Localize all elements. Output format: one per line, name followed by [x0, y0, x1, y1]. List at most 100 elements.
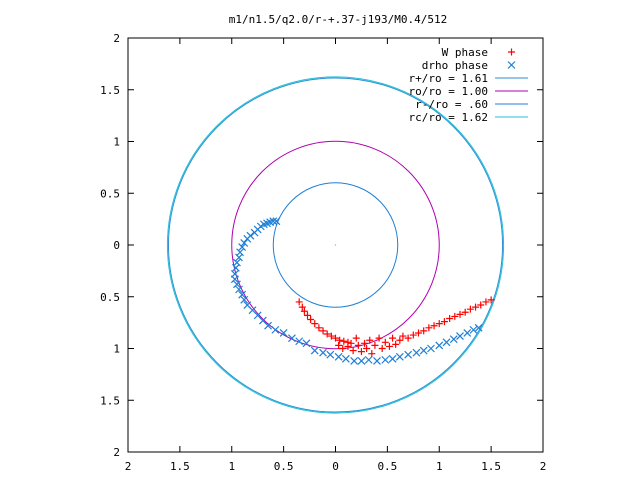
w-phase-point — [392, 340, 400, 348]
radius-circle — [166, 76, 505, 414]
data-series — [230, 217, 495, 365]
y-tick-label: 0.5 — [100, 187, 120, 200]
w-phase-point — [409, 331, 417, 339]
drho-phase-point — [271, 325, 280, 334]
x-tick-label: 1 — [228, 460, 235, 473]
w-phase-point — [461, 308, 469, 316]
w-phase-point — [404, 334, 412, 342]
w-phase-point — [357, 348, 365, 356]
w-phase-point — [307, 316, 315, 324]
x-axis: 2 1.5 1 0.5 0 0.5 1 1.5 2 — [125, 38, 546, 473]
y-tick-label: 0.5 — [100, 291, 120, 304]
w-phase-point — [361, 339, 369, 347]
drho-phase-point — [326, 350, 335, 359]
w-phase-point — [354, 341, 362, 349]
w-phase-point — [349, 347, 357, 355]
w-phase-point — [482, 298, 490, 306]
drho-phase-point — [412, 348, 421, 357]
legend-label: rc/ro = 1.62 — [409, 111, 488, 124]
drho-phase-point — [240, 295, 249, 304]
radius-circle — [231, 140, 440, 350]
y-axis: 2 1.5 1 0.5 0 0.5 1 1.5 2 — [100, 32, 543, 459]
w-phase-point — [371, 341, 379, 349]
drho-phase-point — [427, 344, 435, 353]
legend-label: drho phase — [422, 59, 488, 72]
legend-label: r-/ro = .60 — [415, 98, 488, 111]
x-tick-label: 1.5 — [481, 460, 501, 473]
y-tick-label: 0 — [113, 239, 120, 252]
w-phase-point — [344, 342, 352, 350]
w-phase-point — [477, 301, 485, 309]
x-tick-label: 0.5 — [377, 460, 397, 473]
w-phase-point — [335, 341, 343, 349]
w-phase-point — [363, 345, 371, 352]
drho-phase-point — [231, 263, 240, 272]
drho-phase-point — [474, 323, 483, 332]
drho-phase-point — [456, 332, 464, 341]
w-phase-point — [336, 336, 344, 344]
w-phase-point — [375, 334, 383, 342]
y-tick-label: 2 — [113, 32, 120, 45]
w-phase-point — [339, 345, 347, 352]
drho-phase-point — [364, 355, 373, 364]
drho-phase-point — [357, 356, 366, 365]
drho-phase-point — [334, 352, 343, 361]
legend-label: r+/ro = 1.61 — [409, 72, 488, 85]
drho-phase-point — [250, 228, 259, 237]
drho-phase-point — [350, 356, 359, 365]
w-phase-point — [389, 334, 397, 342]
w-phase-point — [366, 336, 374, 344]
y-tick-label: 2 — [113, 446, 120, 459]
drho-phase-point — [230, 275, 239, 284]
radius-circle — [272, 182, 399, 308]
drho-phase-point — [272, 217, 281, 226]
drho-phase-point — [469, 325, 478, 334]
y-tick-label: 1.5 — [100, 394, 120, 407]
drho-phase-point — [238, 290, 247, 299]
legend-marker — [507, 61, 516, 69]
drho-phase-point — [233, 280, 241, 289]
w-phase-point — [430, 322, 438, 330]
drho-phase-point — [319, 348, 327, 357]
y-tick-label: 1.5 — [100, 84, 120, 97]
w-phase-point — [327, 332, 335, 340]
w-phase-point — [352, 334, 360, 342]
w-phase-point — [440, 318, 448, 326]
w-phase-point — [381, 338, 389, 346]
w-phase-point — [487, 296, 495, 304]
drho-phase-point — [288, 334, 296, 343]
w-phase-point — [399, 332, 407, 340]
drho-phase-point — [264, 321, 272, 330]
drho-phase-point — [395, 352, 404, 361]
x-tick-label: 0 — [332, 460, 339, 473]
drho-phase-point — [238, 243, 247, 251]
w-phase-point — [319, 327, 327, 335]
w-phase-point — [332, 334, 339, 342]
drho-phase-point — [235, 285, 243, 294]
w-phase-point — [420, 327, 428, 335]
drho-phase-point — [419, 346, 428, 355]
legend-label: W phase — [442, 46, 488, 59]
w-phase-point — [300, 307, 308, 315]
drho-phase-point — [235, 253, 243, 262]
w-phase-point — [323, 330, 331, 338]
w-phase-point — [435, 320, 443, 328]
drho-phase-point — [240, 239, 249, 247]
legend-marker — [508, 48, 515, 56]
drho-phase-point — [243, 234, 252, 243]
w-phase-point — [466, 305, 474, 313]
chart-title: m1/n1.5/q2.0/r-+.37-j193/M0.4/512 — [229, 13, 448, 26]
w-phase-point — [451, 312, 459, 320]
radius-circles — [166, 76, 505, 414]
drho-phase-point — [435, 341, 444, 350]
drho-phase-point — [388, 354, 397, 363]
w-phase-point — [472, 303, 480, 311]
w-phase-point — [340, 337, 348, 345]
drho-phase-point — [381, 355, 390, 364]
w-phase-point — [415, 329, 422, 337]
w-phase-point — [295, 298, 303, 306]
y-tick-label: 1 — [113, 136, 120, 149]
w-phase-point — [347, 339, 355, 347]
